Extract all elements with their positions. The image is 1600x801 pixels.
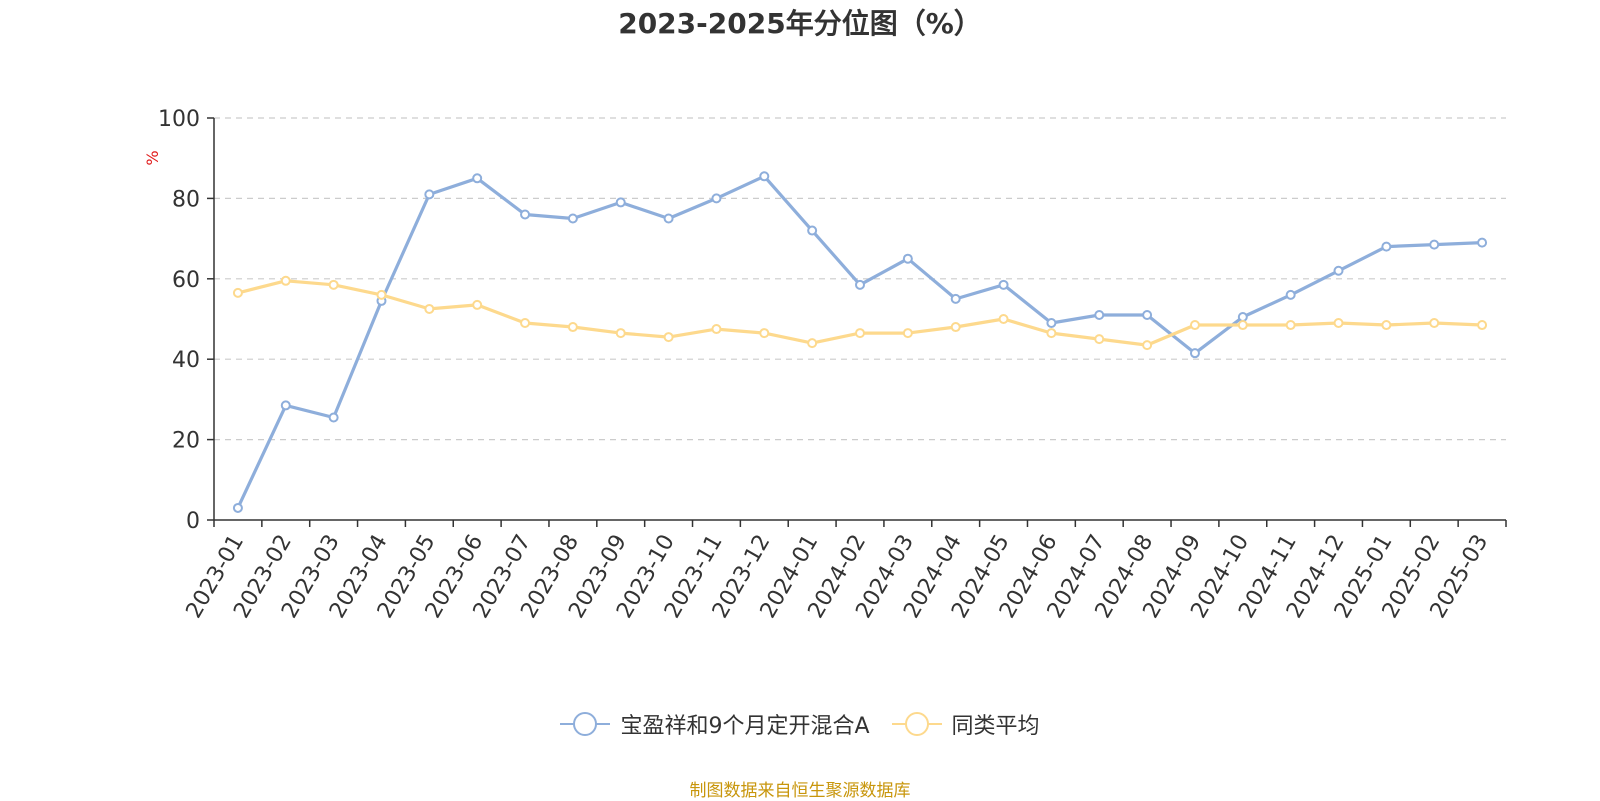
data-point[interactable] <box>376 289 387 300</box>
data-point[interactable] <box>855 328 865 339</box>
data-point[interactable] <box>807 338 818 349</box>
y-tick-label: 20 <box>172 429 200 454</box>
data-point[interactable] <box>1477 237 1488 248</box>
data-point[interactable] <box>232 502 243 513</box>
y-axis-label: % <box>143 150 162 165</box>
y-tick-label: 60 <box>172 268 200 293</box>
data-point[interactable] <box>615 197 626 208</box>
grid-lines <box>214 117 1506 441</box>
source-note: 制图数据来自恒生聚源数据库 <box>689 781 911 801</box>
data-point[interactable] <box>567 213 578 224</box>
legend-label: 宝盈祥和9个月定开混合A <box>620 714 870 739</box>
data-point[interactable] <box>998 279 1009 290</box>
data-point[interactable] <box>567 322 578 333</box>
data-point[interactable] <box>1094 309 1105 320</box>
axes <box>207 117 1507 527</box>
legend-item-fund[interactable]: 宝盈祥和9个月定开混合A <box>560 708 870 740</box>
data-point[interactable] <box>232 287 243 298</box>
data-point[interactable] <box>1094 334 1105 345</box>
data-point[interactable] <box>759 171 770 182</box>
series-line-0 <box>236 174 1483 509</box>
y-tick-label: 80 <box>172 187 200 212</box>
data-point[interactable] <box>1237 320 1248 331</box>
data-point[interactable] <box>902 253 913 264</box>
data-point[interactable] <box>520 318 531 329</box>
data-point[interactable] <box>759 328 770 339</box>
data-point[interactable] <box>711 324 722 335</box>
y-tick-label: 0 <box>186 509 200 534</box>
axis-labels: 0204060801002023-012023-022023-032023-04… <box>143 107 1493 623</box>
data-point[interactable] <box>1333 318 1344 329</box>
data-point[interactable] <box>998 314 1009 324</box>
data-point[interactable] <box>1333 265 1344 276</box>
chart-title: 2023-2025年分位图（%） <box>618 7 982 40</box>
data-point[interactable] <box>472 299 483 310</box>
data-point[interactable] <box>711 193 722 204</box>
data-point[interactable] <box>950 293 961 304</box>
data-point[interactable] <box>424 189 435 200</box>
data-point[interactable] <box>663 213 674 224</box>
legend-circle-icon <box>891 712 942 736</box>
data-point[interactable] <box>663 332 674 343</box>
series-lines <box>232 171 1488 513</box>
data-point[interactable] <box>1237 311 1248 322</box>
legend-circle-icon <box>560 712 611 736</box>
data-point[interactable] <box>1381 241 1392 252</box>
data-point[interactable] <box>472 173 483 184</box>
data-point[interactable] <box>1046 328 1057 339</box>
data-point[interactable] <box>1189 348 1200 359</box>
data-point[interactable] <box>1285 320 1296 331</box>
data-point[interactable] <box>280 400 291 411</box>
legend-label: 同类平均 <box>951 714 1040 739</box>
legend-item-average[interactable]: 同类平均 <box>891 708 1040 740</box>
y-tick-label: 40 <box>172 348 200 373</box>
data-point[interactable] <box>1142 340 1153 351</box>
y-tick-label: 100 <box>158 107 200 132</box>
data-point[interactable] <box>902 328 913 339</box>
data-point[interactable] <box>1429 239 1440 250</box>
data-point[interactable] <box>1285 289 1296 300</box>
data-point[interactable] <box>807 225 818 236</box>
data-point[interactable] <box>424 303 435 314</box>
data-point[interactable] <box>520 209 531 220</box>
data-point[interactable] <box>855 279 865 290</box>
data-point[interactable] <box>1477 320 1488 331</box>
data-point[interactable] <box>1189 320 1200 331</box>
data-point[interactable] <box>1381 320 1392 331</box>
data-point[interactable] <box>280 275 291 286</box>
data-point[interactable] <box>1429 318 1440 329</box>
legend: 宝盈祥和9个月定开混合A 同类平均 <box>0 704 1600 744</box>
data-point[interactable] <box>328 279 339 290</box>
data-point[interactable] <box>950 322 961 333</box>
data-point[interactable] <box>615 328 626 339</box>
data-point[interactable] <box>1046 318 1057 329</box>
data-point[interactable] <box>1142 309 1153 320</box>
data-point[interactable] <box>328 412 339 423</box>
